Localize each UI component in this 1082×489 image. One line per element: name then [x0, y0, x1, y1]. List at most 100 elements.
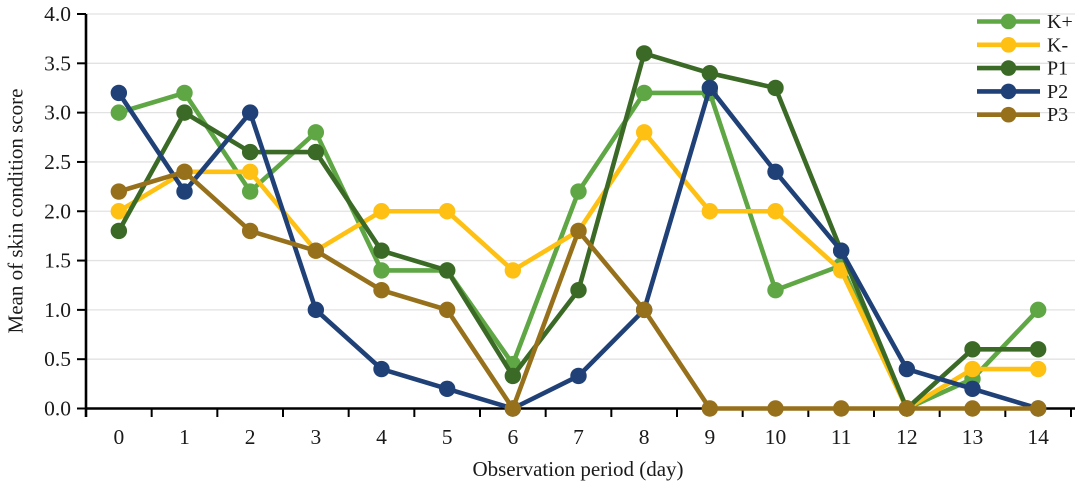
point-P2-day-9 — [701, 79, 719, 97]
point-K+-day-10 — [767, 281, 784, 299]
legend-label-P3: P3 — [1047, 104, 1068, 126]
point-P2-day-7 — [570, 367, 587, 385]
point-K--day-14 — [1029, 360, 1047, 378]
point-K+-day-2 — [241, 183, 259, 200]
legend-item-K-: K- — [977, 34, 1068, 56]
x-tick-label-5: 5 — [442, 425, 453, 449]
point-K--day-9 — [701, 203, 719, 220]
point-P1-day-7 — [570, 281, 587, 299]
y-tick-label-4.0: 4.0 — [44, 2, 71, 26]
point-K--day-2 — [241, 163, 259, 180]
point-P3-day-0 — [110, 183, 128, 200]
point-K+-day-7 — [570, 183, 587, 200]
legend-marker-dot-P2 — [1000, 83, 1017, 100]
point-P3-day-2 — [241, 222, 259, 240]
point-P1-day-14 — [1029, 341, 1047, 358]
y-axis-title: Mean of skin condition score — [3, 88, 28, 334]
series-line-P2 — [116, 85, 1041, 411]
legend-label-K-: K- — [1047, 34, 1068, 56]
point-K+-day-4 — [373, 262, 390, 279]
y-tick-label-3.0: 3.0 — [44, 101, 71, 125]
point-P3-day-11 — [832, 400, 850, 417]
point-P2-day-2 — [241, 104, 259, 121]
point-P1-day-0 — [110, 222, 128, 240]
y-tick-label-2.5: 2.5 — [44, 150, 71, 174]
legend-label-P1: P1 — [1047, 58, 1068, 80]
point-P2-day-3 — [307, 301, 325, 319]
x-tick-label-13: 13 — [962, 425, 984, 449]
point-P2-day-4 — [373, 360, 390, 378]
point-K--day-4 — [373, 203, 390, 220]
x-tick-label-9: 9 — [704, 425, 715, 449]
series-P2 — [110, 79, 1047, 417]
x-tick-label-0: 0 — [113, 425, 124, 449]
point-K+-day-1 — [176, 84, 193, 102]
x-tick-label-4: 4 — [376, 425, 387, 449]
tick-labels: 0.00.51.01.52.02.53.03.54.00 1 2 3 4 5 6 7 8 9 10 1… — [44, 2, 1049, 449]
y-tick-label-3.5: 3.5 — [44, 51, 71, 75]
x-tick-label-14: 14 — [1027, 425, 1049, 449]
y-tick-label-1.5: 1.5 — [44, 249, 71, 273]
legend-marker-dot-P3 — [1000, 106, 1017, 123]
y-tick-label-2.0: 2.0 — [44, 199, 71, 223]
x-tick-label-7: 7 — [573, 425, 584, 449]
y-tick-label-0.0: 0.0 — [44, 397, 71, 421]
legend-marker-dot-K- — [1000, 37, 1017, 53]
point-K--day-10 — [767, 203, 784, 220]
point-P3-day-13 — [964, 400, 981, 417]
x-axis-title: Observation period (day) — [472, 457, 684, 481]
x-tick-label-3: 3 — [310, 425, 321, 449]
point-P3-day-6 — [504, 400, 522, 417]
point-P2-day-5 — [438, 380, 456, 397]
point-P2-day-11 — [832, 242, 850, 259]
legend-marker-dot-P1 — [1000, 60, 1017, 76]
point-K--day-13 — [964, 360, 981, 378]
point-K+-day-3 — [307, 124, 325, 141]
point-P1-day-2 — [241, 143, 259, 161]
point-P1-day-4 — [373, 242, 390, 259]
y-tick-label-0.5: 0.5 — [44, 347, 71, 371]
point-K+-day-8 — [635, 84, 653, 102]
point-P3-day-3 — [307, 242, 325, 259]
point-K--day-5 — [438, 203, 456, 220]
point-P2-day-10 — [767, 163, 784, 180]
point-K+-day-0 — [110, 104, 128, 121]
point-P3-day-4 — [373, 281, 390, 299]
legend-item-P1: P1 — [977, 58, 1068, 80]
point-P3-day-7 — [570, 222, 587, 240]
legend-label-K+: K+ — [1047, 11, 1073, 33]
point-P2-day-13 — [964, 380, 981, 397]
point-P3-day-5 — [438, 301, 456, 319]
x-tick-label-1: 1 — [179, 425, 190, 449]
point-P3-day-10 — [767, 400, 784, 417]
x-tick-label-10: 10 — [765, 425, 787, 449]
series-P3 — [110, 163, 1047, 417]
point-P3-day-8 — [635, 301, 653, 319]
legend-marker-dot-K+ — [1000, 13, 1017, 30]
point-P1-day-9 — [701, 64, 719, 82]
x-tick-label-12: 12 — [896, 425, 918, 449]
legend-item-P3: P3 — [977, 104, 1068, 126]
x-tick-label-11: 11 — [831, 425, 852, 449]
point-K--day-8 — [635, 124, 653, 141]
point-P2-day-12 — [898, 360, 916, 378]
legend-item-P2: P2 — [977, 81, 1068, 103]
x-tick-label-6: 6 — [507, 425, 518, 449]
legend-item-K+: K+ — [977, 11, 1073, 33]
point-P1-day-13 — [964, 341, 981, 358]
point-K--day-6 — [504, 262, 522, 279]
point-P3-day-9 — [701, 400, 719, 417]
x-tick-label-2: 2 — [245, 425, 256, 449]
point-P2-day-0 — [110, 84, 128, 102]
y-tick-label-1.0: 1.0 — [44, 298, 71, 322]
point-P3-day-1 — [176, 163, 193, 180]
point-P1-day-5 — [438, 262, 456, 279]
point-K+-day-14 — [1029, 301, 1047, 319]
point-P1-day-10 — [767, 79, 784, 97]
point-P1-day-6 — [504, 367, 522, 385]
point-P3-day-12 — [898, 400, 916, 417]
point-P1-day-1 — [176, 104, 193, 121]
point-P2-day-1 — [176, 183, 193, 200]
